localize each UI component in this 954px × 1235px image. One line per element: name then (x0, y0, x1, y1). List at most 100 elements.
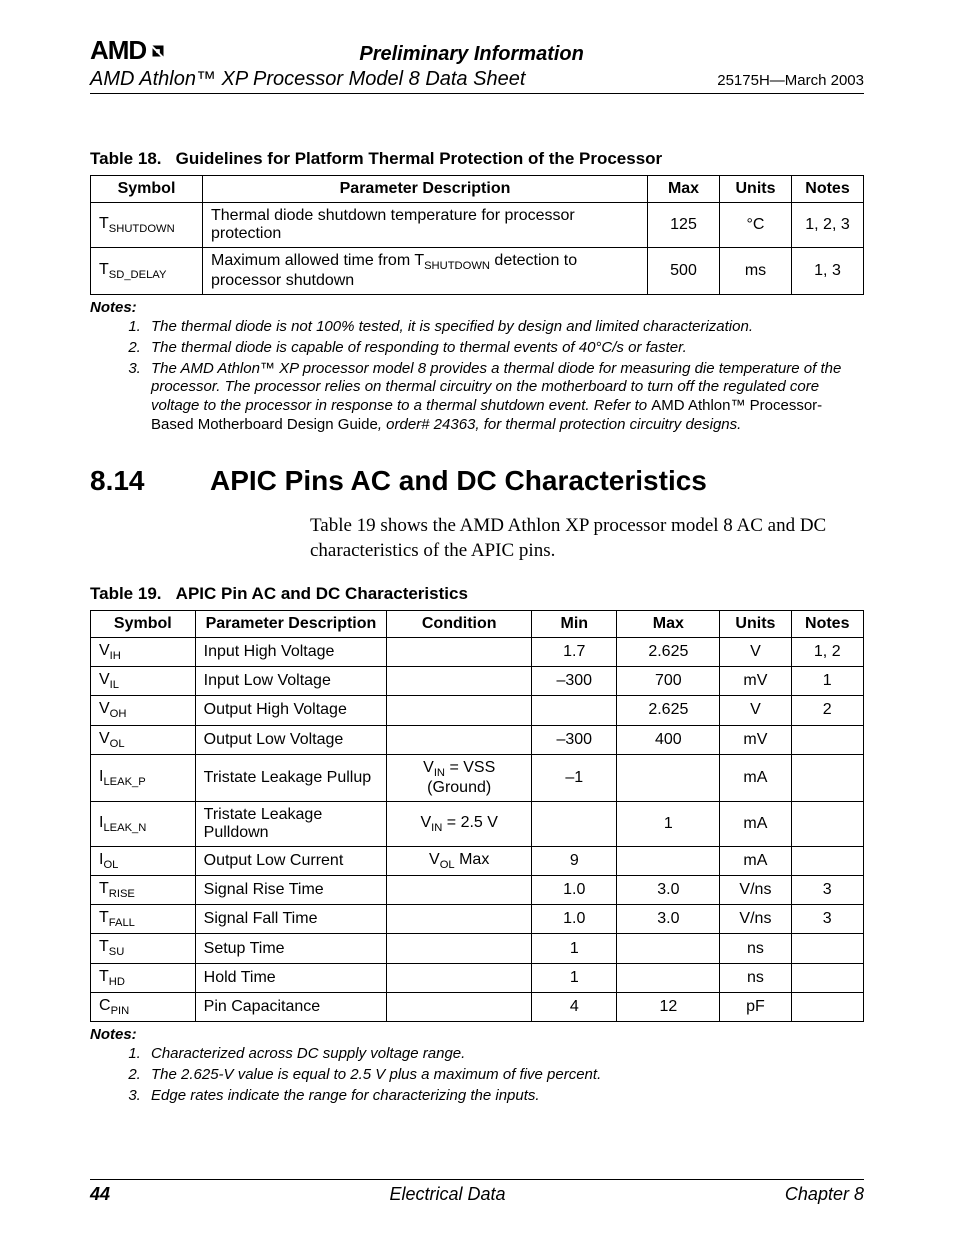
cell-condition (387, 905, 532, 934)
cell-max: 500 (648, 248, 720, 295)
col-min: Min (532, 610, 617, 637)
col-notes: Notes (792, 176, 864, 203)
footer-center: Electrical Data (389, 1184, 505, 1205)
cell-condition (387, 934, 532, 963)
cell-symbol: ILEAK_P (91, 754, 196, 801)
table18-caption-prefix: Table 18. (90, 149, 162, 168)
page-footer: 44 Electrical Data Chapter 8 (90, 1179, 864, 1205)
cell-symbol: TSHUTDOWN (91, 203, 203, 248)
table-row: VOLOutput Low Voltage–300400mV (91, 725, 864, 754)
cell-notes: 1, 3 (792, 248, 864, 295)
cell-min: 4 (532, 992, 617, 1021)
cell-desc: Hold Time (195, 963, 387, 992)
col-desc: Parameter Description (203, 176, 648, 203)
cell-max (617, 846, 720, 875)
col-units: Units (720, 176, 792, 203)
cell-units: mA (720, 754, 791, 801)
note-item: The 2.625-V value is equal to 2.5 V plus… (145, 1066, 864, 1085)
cell-notes (791, 934, 864, 963)
note-item: The thermal diode is capable of respondi… (145, 339, 864, 358)
table18-header-row: Symbol Parameter Description Max Units N… (91, 176, 864, 203)
cell-desc: Tristate Leakage Pulldown (195, 801, 387, 846)
col-units: Units (720, 610, 791, 637)
page-number: 44 (90, 1184, 110, 1205)
col-desc: Parameter Description (195, 610, 387, 637)
table19-caption: Table 19. APIC Pin AC and DC Characteris… (90, 584, 864, 604)
cell-max: 12 (617, 992, 720, 1021)
cell-desc: Signal Rise Time (195, 876, 387, 905)
cell-desc: Input Low Voltage (195, 667, 387, 696)
table-row: ILEAK_PTristate Leakage PullupVIN = VSS … (91, 754, 864, 801)
cell-desc: Thermal diode shutdown temperature for p… (203, 203, 648, 248)
cell-symbol: IOL (91, 846, 196, 875)
cell-max: 2.625 (617, 637, 720, 666)
cell-max: 2.625 (617, 696, 720, 725)
cell-symbol: VOH (91, 696, 196, 725)
cell-desc: Output Low Current (195, 846, 387, 875)
cell-symbol: VIH (91, 637, 196, 666)
table19: Symbol Parameter Description Condition M… (90, 610, 864, 1022)
cell-notes (791, 725, 864, 754)
cell-symbol: VOL (91, 725, 196, 754)
cell-units: V/ns (720, 905, 791, 934)
header-sub: AMD Athlon™ XP Processor Model 8 Data Sh… (90, 68, 864, 94)
col-notes: Notes (791, 610, 864, 637)
logo-text: AMD (90, 35, 146, 65)
table-row: CPINPin Capacitance412pF (91, 992, 864, 1021)
cell-max: 3.0 (617, 905, 720, 934)
cell-desc: Pin Capacitance (195, 992, 387, 1021)
table-row: VIHInput High Voltage1.72.625V1, 2 (91, 637, 864, 666)
table-row: TSUSetup Time1ns (91, 934, 864, 963)
section-title: APIC Pins AC and DC Characteristics (210, 465, 707, 497)
table-row: TSD_DELAY Maximum allowed time from TSHU… (91, 248, 864, 295)
table19-notes: Characterized across DC supply voltage r… (90, 1045, 864, 1105)
cell-max (617, 754, 720, 801)
cell-units: ms (720, 248, 792, 295)
cell-desc: Signal Fall Time (195, 905, 387, 934)
cell-min: –300 (532, 725, 617, 754)
cell-symbol: TFALL (91, 905, 196, 934)
table-row: TSHUTDOWN Thermal diode shutdown tempera… (91, 203, 864, 248)
col-max: Max (617, 610, 720, 637)
table18-notes: The thermal diode is not 100% tested, it… (90, 318, 864, 435)
preliminary-label: Preliminary Information (169, 43, 774, 66)
amd-logo: AMD (90, 35, 169, 66)
cell-min: –1 (532, 754, 617, 801)
cell-min: 1 (532, 934, 617, 963)
cell-max: 700 (617, 667, 720, 696)
table18-caption: Table 18. Guidelines for Platform Therma… (90, 149, 864, 169)
table-row: ILEAK_NTristate Leakage PulldownVIN = 2.… (91, 801, 864, 846)
doc-revision: 25175H—March 2003 (717, 72, 864, 89)
cell-condition: VIN = VSS (Ground) (387, 754, 532, 801)
cell-desc: Setup Time (195, 934, 387, 963)
cell-units: mV (720, 667, 791, 696)
cell-condition: VIN = 2.5 V (387, 801, 532, 846)
cell-condition (387, 963, 532, 992)
cell-desc: Output Low Voltage (195, 725, 387, 754)
cell-max: 3.0 (617, 876, 720, 905)
note-item: Characterized across DC supply voltage r… (145, 1045, 864, 1064)
section-number: 8.14 (90, 465, 210, 497)
cell-notes (791, 846, 864, 875)
cell-condition (387, 876, 532, 905)
cell-units: ns (720, 963, 791, 992)
page: AMD Preliminary Information AMD Athlon™ … (0, 0, 954, 1235)
cell-units: ns (720, 934, 791, 963)
cell-max (617, 934, 720, 963)
col-max: Max (648, 176, 720, 203)
table-row: TFALLSignal Fall Time1.03.0V/ns3 (91, 905, 864, 934)
cell-symbol: VIL (91, 667, 196, 696)
cell-notes (791, 963, 864, 992)
cell-max: 1 (617, 801, 720, 846)
table19-caption-prefix: Table 19. (90, 584, 162, 603)
cell-condition (387, 725, 532, 754)
doc-title: AMD Athlon™ XP Processor Model 8 Data Sh… (90, 68, 525, 91)
cell-condition (387, 637, 532, 666)
cell-notes: 1, 2 (791, 637, 864, 666)
table-row: IOLOutput Low CurrentVOL Max9mA (91, 846, 864, 875)
cell-symbol: ILEAK_N (91, 801, 196, 846)
cell-min (532, 801, 617, 846)
cell-condition (387, 696, 532, 725)
cell-min: 1.0 (532, 905, 617, 934)
cell-symbol: TRISE (91, 876, 196, 905)
